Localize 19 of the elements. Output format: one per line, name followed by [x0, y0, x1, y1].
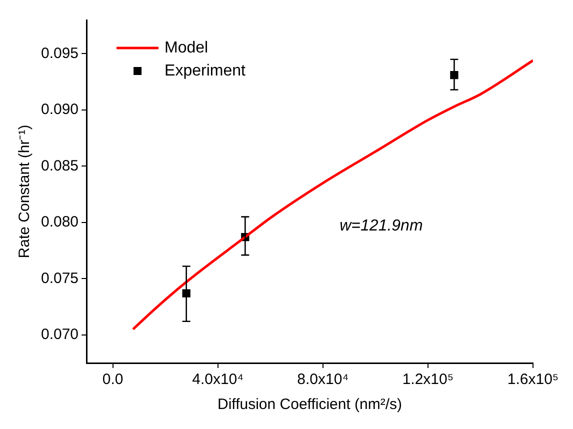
y-axis-title: Rate Constant (hr⁻¹)	[16, 124, 34, 258]
y-tick-label: 0.070	[40, 326, 79, 344]
annotation: w=121.9nm	[340, 217, 423, 234]
x-tick-label: 4.0x10⁴	[192, 371, 244, 388]
y-tick-label: 0.075	[40, 270, 79, 287]
x-tick-label: 0.0	[102, 371, 124, 388]
line-series	[132, 59, 533, 331]
x-tick-label: 8.0x10⁴	[297, 371, 349, 388]
x-axis-title: Diffusion Coefficient (nm²/s)	[218, 396, 402, 414]
y-tick-label: 0.090	[40, 101, 79, 118]
legend-label: Model	[164, 39, 208, 56]
y-tick-label: 0.080	[40, 214, 79, 231]
x-tick-label: 1.2x10⁵	[402, 371, 454, 388]
x-tick-label: 1.6x10⁵	[507, 371, 559, 388]
legend-label: Experiment	[164, 62, 246, 80]
point	[182, 289, 190, 298]
y-tick-label: 0.085	[40, 157, 79, 174]
y-tick-label: 0.095	[40, 44, 79, 62]
point	[450, 71, 458, 80]
